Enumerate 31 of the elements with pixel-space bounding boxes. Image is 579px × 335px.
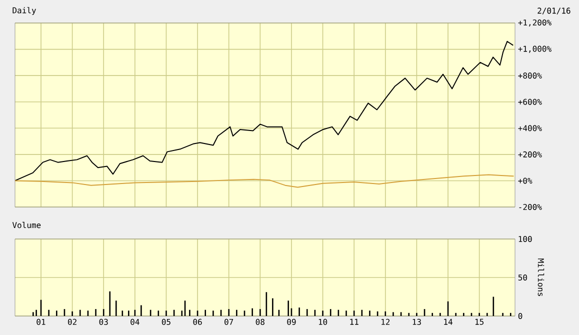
y-tick-label: +800% <box>518 72 542 79</box>
y-tick-label: +0% <box>518 178 532 184</box>
x-tick-label: 10 <box>318 318 328 325</box>
x-tick-label: 13 <box>412 318 421 325</box>
line-series <box>15 40 514 182</box>
x-tick-label: 11 <box>350 318 358 325</box>
x-tick-label: 07 <box>224 318 234 325</box>
x-tick-label: 05 <box>162 318 170 325</box>
x-tick-label: 12 <box>382 318 390 325</box>
x-tick-label: 04 <box>130 318 140 325</box>
y-tick-label: 50 <box>518 274 527 281</box>
y-tick-label: +400% <box>518 125 542 132</box>
x-tick-label: 14 <box>444 318 452 325</box>
x-tick-label: 03 <box>99 318 108 325</box>
x-tick-label: 01 <box>36 318 46 325</box>
x-tick-label: 06 <box>193 318 202 325</box>
y-axis-title: Millions <box>538 258 544 296</box>
y-tick-label: +1,000% <box>518 46 552 53</box>
y-tick-label: +200% <box>518 151 542 158</box>
x-tick-label: 02 <box>68 318 76 325</box>
chart-title: Volume <box>12 222 41 228</box>
y-tick-label: -200% <box>519 204 542 210</box>
x-tick-label: 09 <box>287 318 296 325</box>
y-tick-label: +1,200% <box>518 19 552 27</box>
y-tick-label: 0 <box>518 312 522 320</box>
chart-title: Daily <box>12 7 36 15</box>
y-tick-label: +600% <box>518 98 542 105</box>
y-tick-label: 100 <box>518 236 532 242</box>
x-tick-label: 15 <box>475 318 484 325</box>
text: 2/01/16 <box>538 8 570 14</box>
x-tick-label: 08 <box>256 318 264 325</box>
